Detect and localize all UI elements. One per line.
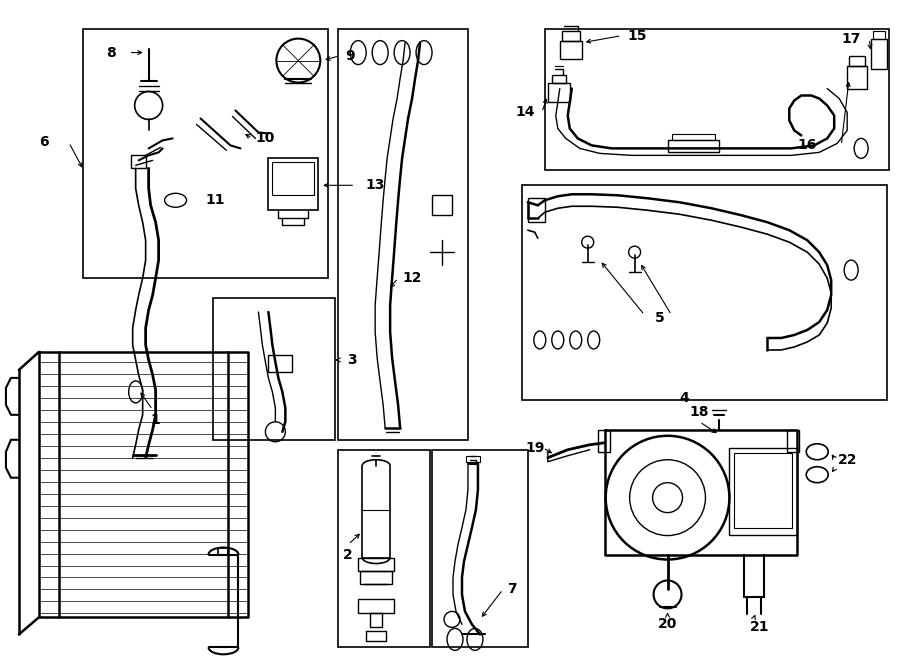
Bar xyxy=(668,140,719,153)
Bar xyxy=(850,56,865,65)
Bar xyxy=(873,30,885,38)
Bar xyxy=(598,430,609,451)
Bar xyxy=(83,28,328,278)
Text: 11: 11 xyxy=(206,193,225,208)
Bar xyxy=(432,449,527,647)
Text: 18: 18 xyxy=(689,405,709,419)
Bar xyxy=(522,185,887,400)
Bar xyxy=(338,449,430,647)
Bar xyxy=(358,600,394,613)
Text: 1: 1 xyxy=(150,413,160,427)
Text: 17: 17 xyxy=(842,32,860,46)
Bar xyxy=(734,453,792,527)
Text: 22: 22 xyxy=(837,453,857,467)
Bar xyxy=(268,355,292,372)
Text: 15: 15 xyxy=(628,28,647,42)
Bar xyxy=(358,557,394,572)
Text: 19: 19 xyxy=(525,441,544,455)
Bar xyxy=(338,28,468,440)
Text: 7: 7 xyxy=(507,582,517,596)
Bar xyxy=(552,75,566,83)
Bar xyxy=(268,159,319,210)
Bar xyxy=(562,30,580,40)
Bar xyxy=(544,28,889,171)
Bar xyxy=(847,65,867,89)
Bar xyxy=(671,134,716,140)
Bar xyxy=(788,430,799,451)
Text: 6: 6 xyxy=(39,136,49,149)
Bar xyxy=(871,38,887,69)
Text: 12: 12 xyxy=(402,271,422,285)
Bar xyxy=(212,298,335,440)
Bar xyxy=(729,447,797,535)
Bar xyxy=(548,83,570,102)
Bar xyxy=(130,155,146,169)
Text: 16: 16 xyxy=(797,138,817,153)
Text: 20: 20 xyxy=(658,617,677,631)
Bar xyxy=(560,40,581,59)
Bar xyxy=(527,198,544,222)
Text: 21: 21 xyxy=(750,621,770,635)
Bar xyxy=(273,163,314,195)
Text: 14: 14 xyxy=(515,106,535,120)
Text: 2: 2 xyxy=(343,547,353,562)
Bar xyxy=(432,195,452,215)
Bar xyxy=(360,572,392,584)
Text: 3: 3 xyxy=(347,353,357,367)
Text: 8: 8 xyxy=(106,46,115,59)
Bar xyxy=(466,455,480,462)
Text: 4: 4 xyxy=(680,391,689,405)
Text: 10: 10 xyxy=(256,132,275,145)
Text: 13: 13 xyxy=(365,178,385,192)
Text: 5: 5 xyxy=(654,311,664,325)
Text: 9: 9 xyxy=(346,48,355,63)
